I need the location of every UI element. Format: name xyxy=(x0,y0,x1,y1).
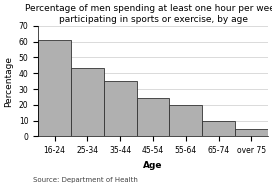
Text: Source: Department of Health: Source: Department of Health xyxy=(33,177,138,183)
Title: Percentage of men spending at least one hour per week
participating in sports or: Percentage of men spending at least one … xyxy=(26,4,272,23)
X-axis label: Age: Age xyxy=(143,161,163,170)
Y-axis label: Percentage: Percentage xyxy=(4,56,13,107)
Bar xyxy=(137,98,169,137)
Bar xyxy=(71,68,104,137)
Bar xyxy=(235,129,268,137)
Bar xyxy=(169,105,202,137)
Bar xyxy=(202,121,235,137)
Bar xyxy=(104,81,137,137)
Bar xyxy=(38,40,71,137)
